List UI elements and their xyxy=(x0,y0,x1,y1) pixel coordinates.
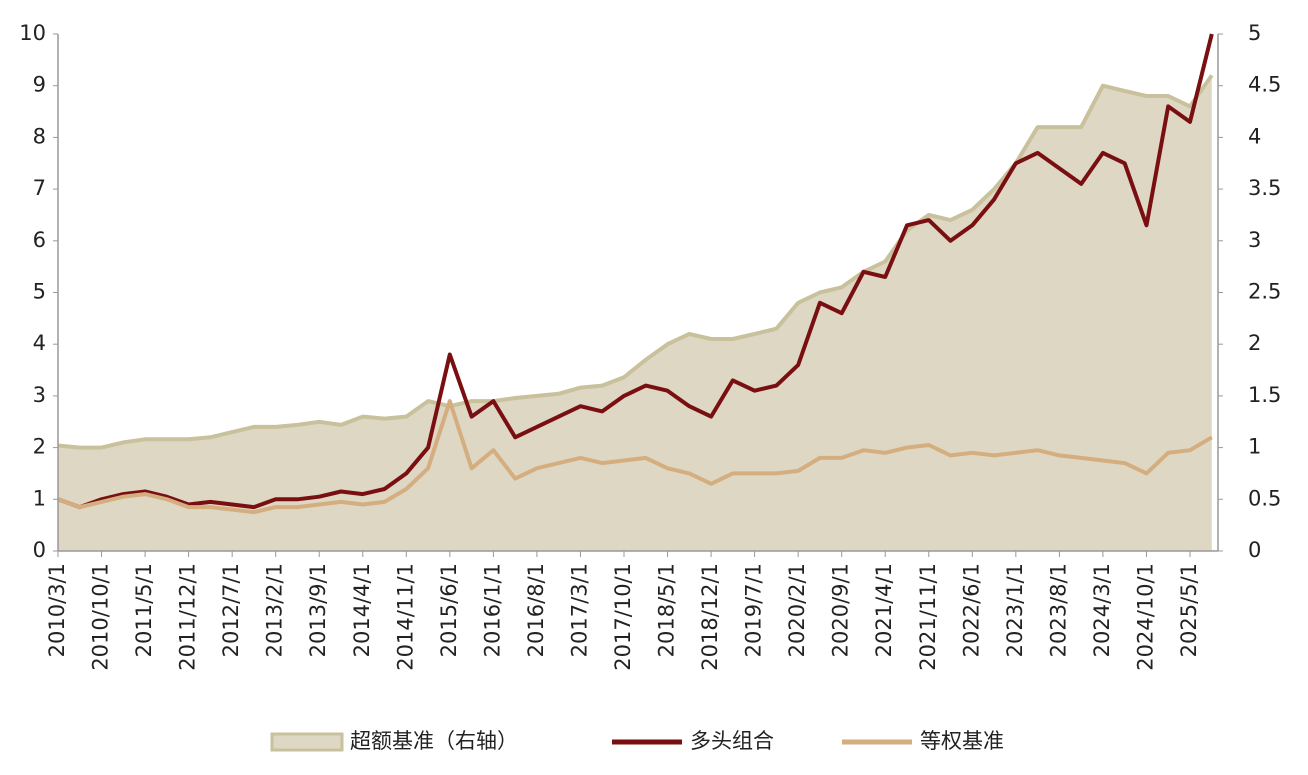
x-tick-label: 2017/10/1 xyxy=(611,563,635,671)
y2-tick-label: 4.5 xyxy=(1248,73,1281,97)
y-tick-label: 10 xyxy=(19,21,46,45)
area xyxy=(58,75,1212,552)
y2-tick-label: 0.5 xyxy=(1248,486,1281,510)
legend-swatch xyxy=(270,732,344,752)
x-tick-label: 2022/6/1 xyxy=(959,563,983,657)
y-tick-label: 1 xyxy=(33,486,46,510)
y2-tick-label: 1 xyxy=(1248,435,1261,459)
y-tick-label: 9 xyxy=(33,73,46,97)
y-tick-label: 4 xyxy=(33,331,46,355)
x-tick-label: 2011/12/1 xyxy=(176,563,200,671)
y2-tick-label: 0 xyxy=(1248,538,1261,562)
x-tick-label: 2023/8/1 xyxy=(1046,563,1070,657)
y-tick-label: 6 xyxy=(33,228,46,252)
x-tick-label: 2012/7/1 xyxy=(219,563,243,657)
x-tick-label: 2024/3/1 xyxy=(1090,563,1114,657)
x-tick-label: 2010/10/1 xyxy=(89,563,113,671)
legend-item: 等权基准 xyxy=(842,729,1004,753)
x-tick-label: 2021/4/1 xyxy=(872,563,896,657)
x-tick-label: 2020/2/1 xyxy=(785,563,809,657)
x-tick-label: 2013/9/1 xyxy=(306,563,330,657)
x-tick-label: 2024/10/1 xyxy=(1133,563,1157,671)
x-tick-label: 2025/5/1 xyxy=(1177,563,1201,657)
y-tick-label: 8 xyxy=(33,124,46,148)
line xyxy=(57,33,1214,510)
legend-item: 多头组合 xyxy=(612,729,774,753)
y2-tick-label: 2.5 xyxy=(1248,280,1281,304)
y2-tick-label: 5 xyxy=(1248,21,1261,45)
x-tick-label: 2011/5/1 xyxy=(132,563,156,657)
legend-label: 多头组合 xyxy=(690,729,774,753)
x-tick-label: 2014/4/1 xyxy=(350,563,374,657)
y-tick-label: 3 xyxy=(33,383,46,407)
x-tick-label: 2019/7/1 xyxy=(742,563,766,657)
y2-tick-label: 1.5 xyxy=(1248,383,1281,407)
area-edge xyxy=(57,74,1214,450)
x-tick-label: 2021/11/1 xyxy=(916,563,940,671)
x-tick-label: 2016/1/1 xyxy=(480,563,504,657)
x-tick-label: 2013/2/1 xyxy=(263,563,287,657)
legend-label: 超额基准（右轴） xyxy=(350,729,518,753)
x-tick-label: 2014/11/1 xyxy=(393,563,417,671)
legend-item: 超额基准（右轴） xyxy=(270,729,518,753)
y-tick-label: 7 xyxy=(33,176,46,200)
x-tick-label: 2015/6/1 xyxy=(437,563,461,657)
y2-tick-label: 4 xyxy=(1248,124,1261,148)
y-tick-label: 5 xyxy=(33,280,46,304)
x-tick-label: 2018/12/1 xyxy=(698,563,722,671)
y2-tick-label: 3 xyxy=(1248,228,1261,252)
y2-tick-label: 3.5 xyxy=(1248,176,1281,200)
x-tick-label: 2018/5/1 xyxy=(655,563,679,657)
y-tick-label: 0 xyxy=(33,538,46,562)
y2-tick-label: 2 xyxy=(1248,331,1261,355)
x-tick-label: 2010/3/1 xyxy=(45,563,69,657)
legend-label: 等权基准 xyxy=(920,729,1004,753)
line xyxy=(57,399,1213,515)
x-tick-label: 2017/3/1 xyxy=(567,563,591,657)
x-tick-label: 2016/8/1 xyxy=(524,563,548,657)
x-tick-label: 2023/1/1 xyxy=(1003,563,1027,657)
x-tick-label: 2020/9/1 xyxy=(829,563,853,657)
y-tick-label: 2 xyxy=(33,435,46,459)
